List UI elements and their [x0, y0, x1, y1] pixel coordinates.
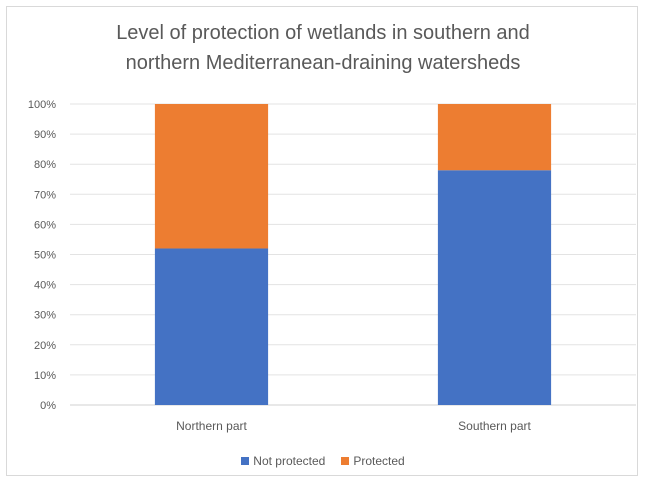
y-tick-label: 20%: [34, 340, 56, 352]
y-tick-label: 40%: [34, 280, 56, 292]
legend-swatch-protected: [341, 457, 350, 465]
bar-protected: [437, 104, 552, 171]
y-tick-label: 60%: [34, 219, 56, 231]
chart-legend: Not protected Protected: [0, 454, 646, 468]
legend-item-not-protected: Not protected: [241, 454, 325, 468]
y-tick-label: 90%: [34, 129, 56, 141]
legend-item-protected: Protected: [341, 454, 405, 468]
x-category-label: Southern part: [458, 419, 531, 433]
bar-not-protected: [437, 170, 552, 405]
chart-title-line-1: Level of protection of wetlands in south…: [116, 22, 530, 44]
legend-swatch-not-protected: [241, 457, 250, 465]
chart-title: Level of protection of wetlands in south…: [0, 18, 646, 78]
x-category-label: Northern part: [176, 419, 247, 433]
y-tick-label: 100%: [28, 99, 56, 111]
y-tick-label: 0%: [40, 400, 56, 412]
y-tick-label: 10%: [34, 370, 56, 382]
legend-label-not-protected: Not protected: [253, 454, 326, 468]
bar-not-protected: [154, 248, 269, 405]
chart-title-line-2: northern Mediterranean-draining watershe…: [125, 52, 521, 74]
y-tick-label: 70%: [34, 189, 56, 201]
y-tick-label: 80%: [34, 159, 56, 171]
bar-protected: [154, 104, 269, 249]
legend-label-protected: Protected: [353, 454, 405, 468]
y-tick-label: 50%: [34, 250, 56, 262]
y-tick-label: 30%: [34, 310, 56, 322]
